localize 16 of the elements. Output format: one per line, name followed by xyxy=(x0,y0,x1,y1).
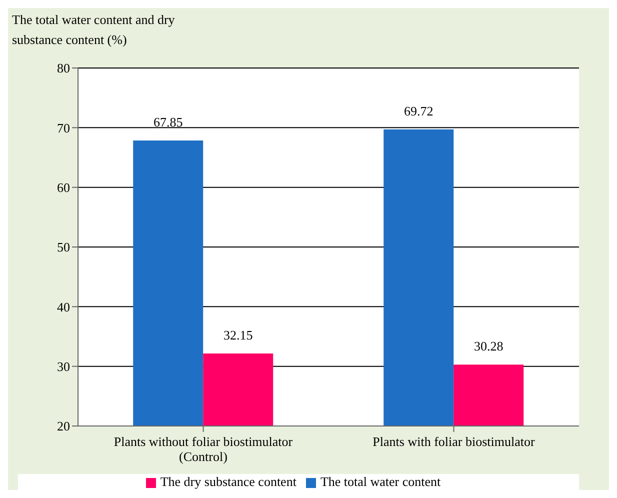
x-tick-label: Plants without foliar biostimulator (Control) xyxy=(114,434,294,464)
x-tick-label: Plants with foliar biostimulator xyxy=(372,434,536,449)
data-label: 32.15 xyxy=(223,328,253,343)
legend-label: The total water content xyxy=(320,474,441,489)
legend-label: The dry substance content xyxy=(160,474,296,489)
y-axis-title: The total water content and dry substance content (%) xyxy=(12,11,176,49)
data-label: 67.85 xyxy=(153,114,183,130)
data-label: 69.72 xyxy=(404,103,434,118)
y-tick-label: 30 xyxy=(57,358,70,374)
y-tick-label: 60 xyxy=(57,180,70,195)
y-tick-label: 20 xyxy=(57,418,70,434)
y-tick-label: 40 xyxy=(57,299,70,314)
y-tick-label: 80 xyxy=(57,60,70,76)
y-tick-label: 70 xyxy=(57,120,70,136)
y-tick-label: 50 xyxy=(57,240,70,255)
data-label: 30.28 xyxy=(474,338,504,354)
